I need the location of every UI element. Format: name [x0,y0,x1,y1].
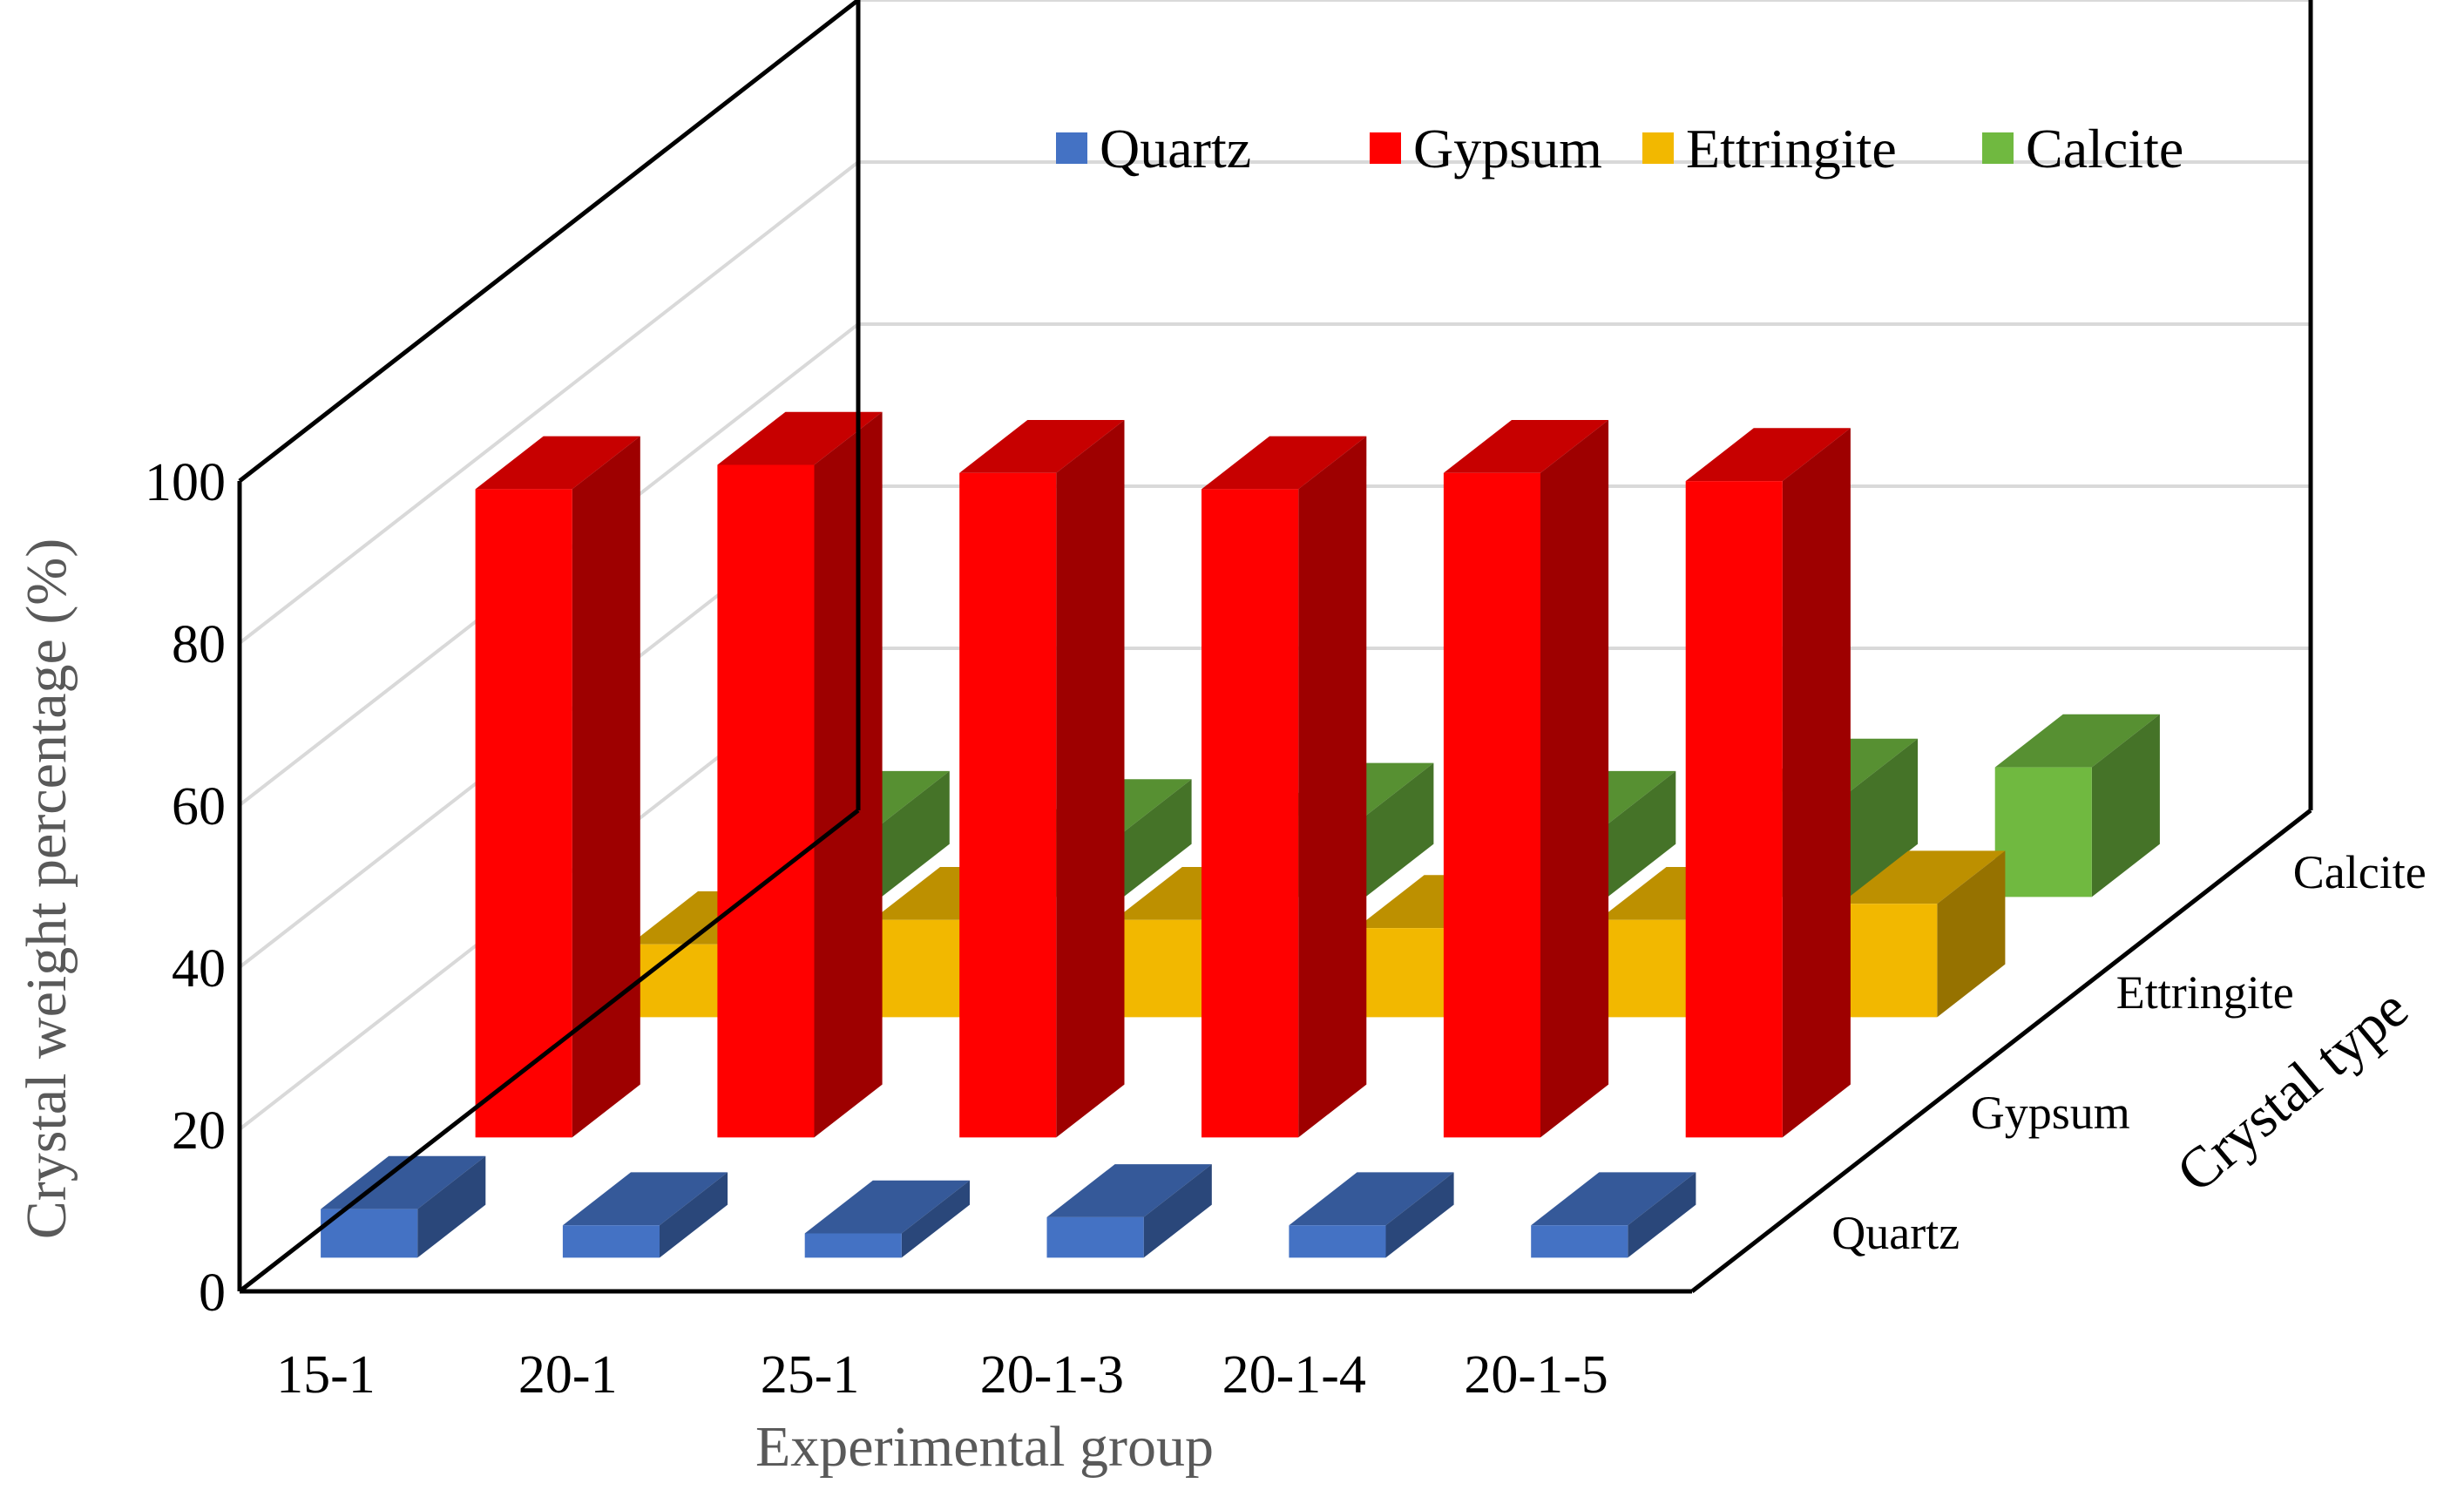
y-tick-label: 40 [172,939,226,999]
gridline-side [238,160,860,645]
side-wall-top-edge [238,0,860,483]
side-wall-bottom-edge [238,809,860,1293]
legend-swatch [1370,132,1401,164]
x-tick-label: 25-1 [761,1345,860,1405]
legend-swatch [1056,132,1087,164]
legend-swatch [1982,132,2014,164]
legend-swatch [1642,132,1674,164]
depth-tick-label: Quartz [1831,1207,1960,1259]
depth-tick-label: Gypsum [1971,1087,2130,1139]
bar-gypsum-20-1-5 [1685,428,1851,1138]
y-tick-label: 0 [199,1263,226,1323]
axes [237,0,2313,1294]
legend-item-gypsum: Gypsum [1370,118,1602,179]
bar-quartz-20-1 [562,1172,728,1258]
bars [321,411,2160,1258]
labels: 0 20 40 60 80 100 15-1 20-1 25-1 20-1-3 20-1-4 20-1… [15,453,2427,1479]
x-tick-label: 20-1-5 [1464,1345,1608,1405]
x-tick-label: 20-1-4 [1222,1345,1366,1405]
x-tick-label: 20-1 [518,1345,618,1405]
bar-gypsum-20-1-3 [1202,436,1367,1138]
x-tick-label: 15-1 [276,1345,376,1405]
bar-gypsum-20-1 [717,411,883,1138]
legend-label: Quartz [1100,118,1251,179]
bar-quartz-25-1 [804,1180,970,1258]
legend-item-calcite: Calcite [1982,118,2183,179]
legend: Quartz Gypsum Ettringite Calcite [1056,118,2183,179]
bar-calcite-20-1-5 [1994,714,2160,897]
y-tick-label: 20 [172,1101,226,1161]
bar-gypsum-20-1-4 [1443,420,1609,1138]
y-axis-title: Crystal weight percentage (%) [15,538,78,1240]
bar-quartz-20-1-5 [1531,1172,1696,1258]
legend-label: Ettringite [1686,118,1897,179]
bar-gypsum-15-1 [475,436,640,1138]
depth-tick-label: Calcite [2293,846,2427,898]
legend-label: Calcite [2026,118,2183,179]
depth-tick-label: Ettringite [2116,966,2294,1019]
depth-axis-line [1690,809,2312,1293]
bar-quartz-20-1-4 [1289,1172,1454,1258]
x-tick-label: 20-1-3 [980,1345,1124,1405]
bar-ettringite-20-1-5 [1840,850,2006,1018]
y-tick-label: 60 [172,777,226,836]
bar-quartz-20-1-3 [1046,1164,1212,1258]
x-axis-title: Experimental group [755,1415,1214,1479]
y-tick-label: 80 [172,615,226,674]
legend-label: Gypsum [1413,118,1602,179]
y-tick-label: 100 [145,453,226,512]
legend-item-quartz: Quartz [1056,118,1251,179]
bar-gypsum-25-1 [959,420,1125,1138]
legend-item-ettringite: Ettringite [1642,118,1897,179]
